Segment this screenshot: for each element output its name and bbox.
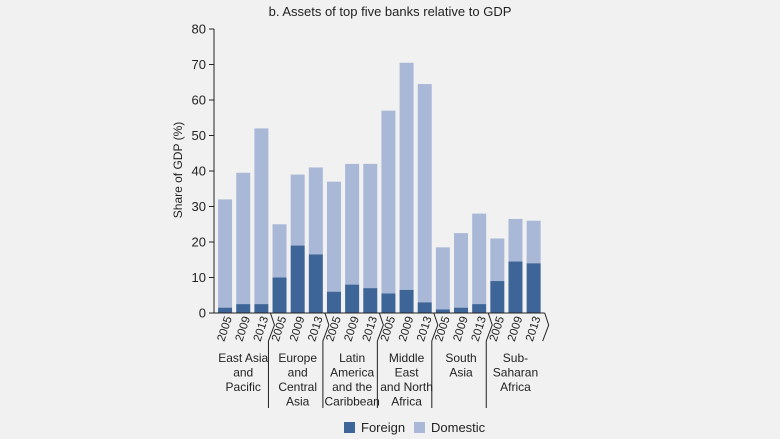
y-tick-label: 30 xyxy=(192,199,206,214)
bar-domestic xyxy=(454,233,469,308)
x-tick-label: 2009 xyxy=(288,315,307,343)
bar-domestic xyxy=(218,199,233,308)
bar-domestic xyxy=(526,220,541,264)
x-tick-label: 2005 xyxy=(216,315,235,343)
group-label: and xyxy=(233,366,253,380)
group-label: Central xyxy=(278,380,317,394)
x-tick-label: 2009 xyxy=(506,315,525,343)
bar-foreign xyxy=(363,288,378,313)
bar-domestic xyxy=(381,110,396,294)
group-label: Pacific xyxy=(226,380,261,394)
group-separator xyxy=(485,312,493,408)
legend-label-domestic: Domestic xyxy=(431,420,486,435)
group-label: Europe xyxy=(278,351,317,365)
y-tick-label: 20 xyxy=(192,235,206,250)
bars xyxy=(218,62,541,313)
x-tick-label: 2013 xyxy=(306,315,325,343)
y-tick-label: 10 xyxy=(192,270,206,285)
bar-foreign xyxy=(308,254,323,313)
y-tick-label: 80 xyxy=(192,22,206,37)
y-tick-label: 70 xyxy=(192,57,206,72)
x-tick-label: 2009 xyxy=(234,315,253,343)
bar-foreign xyxy=(254,304,269,313)
group-label: Africa xyxy=(391,395,422,409)
bar-domestic xyxy=(363,163,378,289)
group-label: Caribbean xyxy=(324,395,379,409)
group-label: Sub- xyxy=(503,351,528,365)
x-tick-label: 2013 xyxy=(524,315,543,343)
x-tick-label: 2013 xyxy=(415,315,434,343)
group-label: and the xyxy=(332,380,372,394)
y-tick-label: 60 xyxy=(192,93,206,108)
group-separator xyxy=(431,312,439,408)
bar-foreign xyxy=(272,277,287,313)
bar-domestic xyxy=(272,224,287,278)
bar-foreign xyxy=(381,293,396,313)
group-separator xyxy=(542,312,550,342)
group-label: East Asia xyxy=(218,351,268,365)
legend: Foreign Domestic xyxy=(344,420,486,435)
bar-foreign xyxy=(417,302,432,313)
y-tick-label: 50 xyxy=(192,128,206,143)
y-tick-label: 0 xyxy=(199,306,206,321)
bar-domestic xyxy=(435,247,450,310)
group-label: Saharan xyxy=(493,366,538,380)
bar-domestic xyxy=(472,213,487,305)
bar-domestic xyxy=(417,84,432,303)
legend-swatch-foreign xyxy=(344,422,355,433)
group-separator xyxy=(267,312,275,408)
bar-domestic xyxy=(490,238,505,282)
bar-domestic xyxy=(308,167,323,255)
bar-foreign xyxy=(236,304,251,313)
group-label: Latin xyxy=(339,351,365,365)
group-separator xyxy=(322,312,330,408)
bar-domestic xyxy=(254,128,269,305)
legend-swatch-domestic xyxy=(414,422,425,433)
bar-domestic xyxy=(508,218,523,262)
bar-domestic xyxy=(345,163,360,285)
y-axis: 0 10 20 30 40 50 60 70 80 xyxy=(192,22,215,321)
bar-foreign xyxy=(454,307,469,313)
group-label: Asia xyxy=(286,395,310,409)
x-tick-label: 2013 xyxy=(470,315,489,343)
group-label: Asia xyxy=(449,366,473,380)
x-tick-label: 2009 xyxy=(343,315,362,343)
group-label: America xyxy=(330,366,374,380)
bar-foreign xyxy=(472,304,487,313)
group-separator xyxy=(376,312,384,408)
legend-label-foreign: Foreign xyxy=(361,420,405,435)
bar-domestic xyxy=(399,62,414,290)
bar-foreign xyxy=(508,261,523,313)
bar-foreign xyxy=(290,245,305,313)
bar-domestic xyxy=(290,174,305,246)
group-label: Africa xyxy=(500,380,531,394)
chart-title: b. Assets of top five banks relative to … xyxy=(269,4,512,19)
bar-domestic xyxy=(326,181,341,292)
bar-foreign xyxy=(345,284,360,313)
y-tick-label: 40 xyxy=(192,164,206,179)
bar-foreign xyxy=(490,281,505,313)
bar-foreign xyxy=(435,309,450,313)
group-label: and North xyxy=(380,380,433,394)
bar-foreign xyxy=(399,289,414,313)
x-tick-label: 2009 xyxy=(397,315,416,343)
bar-foreign xyxy=(526,263,541,313)
y-axis-label: Share of GDP (%) xyxy=(171,122,185,218)
bar-foreign xyxy=(326,291,341,313)
x-tick-label: 2013 xyxy=(252,315,271,343)
bar-foreign xyxy=(218,307,233,313)
x-tick-label: 2013 xyxy=(361,315,380,343)
group-label: South xyxy=(445,351,476,365)
x-tick-label: 2009 xyxy=(452,315,471,343)
group-label: East xyxy=(395,366,420,380)
group-label: Middle xyxy=(389,351,425,365)
group-label: and xyxy=(288,366,308,380)
bar-domestic xyxy=(236,172,251,305)
